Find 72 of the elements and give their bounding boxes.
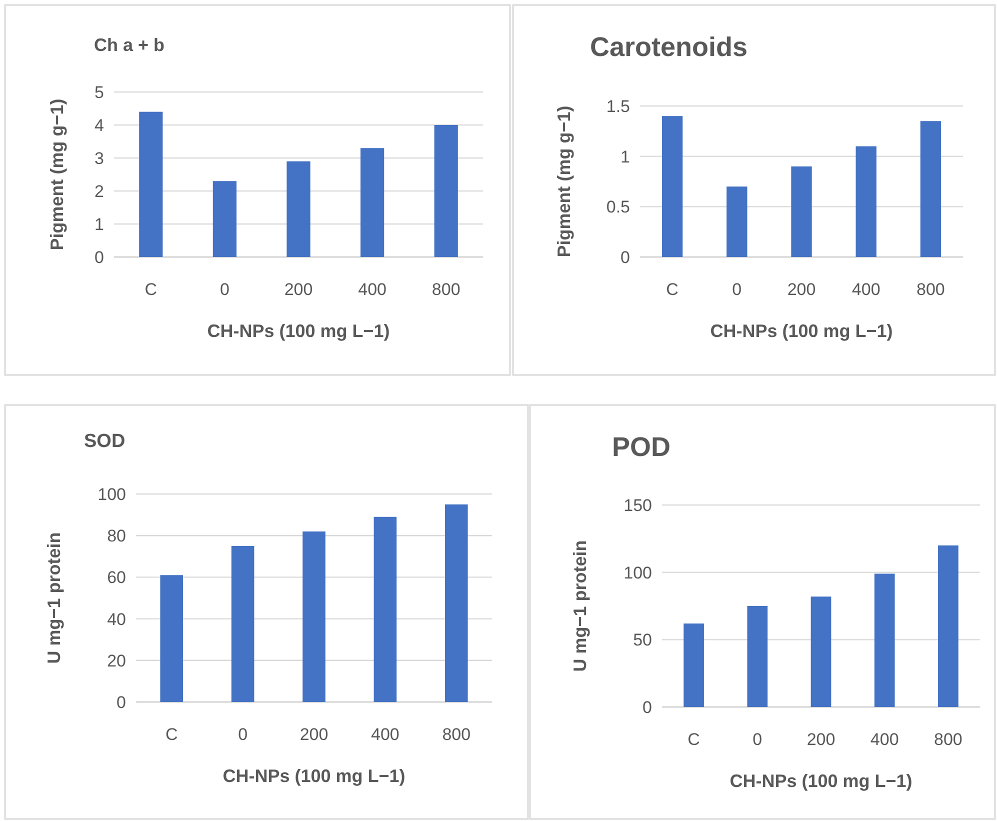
bar [791,166,812,257]
y-tick-label: 0 [620,248,630,267]
x-tick-label: C [144,280,158,299]
bar [374,516,397,702]
y-axis-title: Pigment (mg g−1) [554,106,574,258]
y-tick-label: 3 [94,148,104,168]
bar [920,121,942,257]
bar [231,546,254,702]
bar [938,545,958,707]
bar [747,606,768,707]
x-tick-label: 800 [442,725,471,744]
y-tick-label: 4 [94,116,104,135]
y-axis-title: U mg−1 protein [44,532,64,664]
x-tick-label: 0 [752,730,762,749]
x-tick-label: 800 [934,730,962,749]
x-axis-title: CH-NPs (100 mg L−1) [207,321,390,341]
y-tick-label: 0 [94,248,104,267]
bar [360,148,384,257]
y-tick-label: 40 [107,610,126,629]
y-tick-label: 60 [107,568,126,588]
y-tick-label: 80 [107,526,126,546]
y-tick-label: 0 [642,698,652,717]
y-axis-title: Pigment (mg g−1) [47,98,67,250]
x-tick-label: 200 [806,730,836,749]
y-tick-label: 1.5 [606,96,630,116]
x-tick-label: 400 [870,730,899,749]
x-tick-label: 200 [284,280,313,299]
bar [302,531,326,702]
y-tick-label: 100 [98,484,126,504]
x-axis-title: CH-NPs (100 mg L−1) [222,766,406,786]
y-tick-label: 50 [633,630,652,650]
bar [434,125,458,257]
bar [726,186,748,257]
x-tick-label: 400 [852,280,880,299]
x-tick-label: 800 [432,280,460,299]
bar [212,181,237,257]
y-tick-label: 0.5 [606,198,630,217]
y-tick-label: 0 [116,692,126,712]
y-tick-label: 100 [624,563,652,582]
y-tick-label: 5 [94,82,104,102]
x-tick-label: 0 [732,280,742,299]
bar [856,146,876,257]
bar [810,596,832,707]
y-tick-label: 2 [94,182,104,201]
chart-title: Ch a + b [94,35,165,55]
bar [662,116,683,257]
chart-title: POD [612,432,671,462]
x-tick-label: 400 [371,725,400,744]
x-tick-label: 800 [916,280,945,299]
x-tick-label: 400 [358,280,386,299]
y-tick-label: 150 [624,496,652,515]
bar [874,574,895,707]
chart-title: Carotenoids [590,32,748,62]
bar [445,504,468,702]
y-tick-label: 1 [94,214,104,234]
x-tick-label: 0 [238,725,248,744]
x-axis-title: CH-NPs (100 mg L−1) [730,771,912,791]
chart-title: SOD [84,431,126,452]
x-tick-label: 0 [220,280,230,299]
y-axis-title: U mg−1 protein [570,540,590,672]
x-tick-label: C [165,725,178,744]
y-tick-label: 20 [107,651,126,670]
x-axis-title: CH-NPs (100 mg L−1) [710,321,893,341]
x-tick-label: C [688,730,700,749]
bar [160,575,183,702]
x-tick-label: 200 [787,280,816,299]
x-tick-label: C [666,280,678,299]
bar [684,624,704,707]
bar [139,112,163,257]
bar [286,161,310,257]
y-tick-label: 1 [620,147,630,166]
x-tick-label: 200 [300,725,328,744]
